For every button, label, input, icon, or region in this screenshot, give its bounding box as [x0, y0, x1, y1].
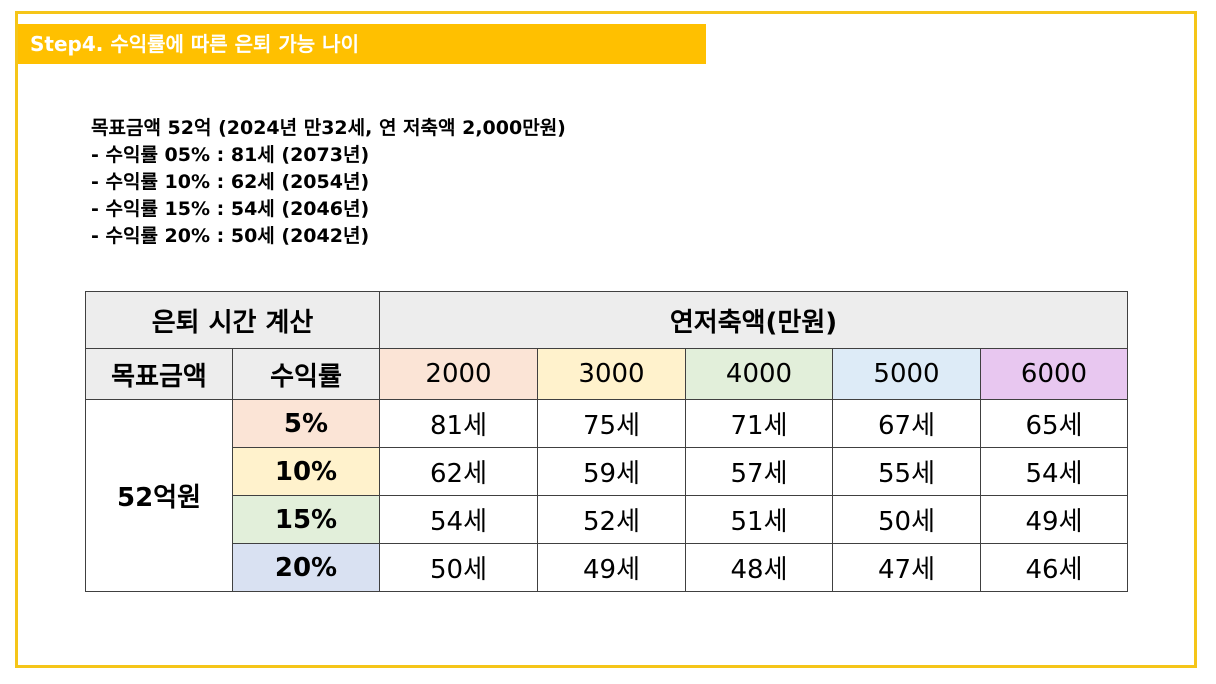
savings-col-5000: 5000: [832, 348, 981, 400]
table-title: 은퇴 시간 계산: [85, 291, 380, 349]
retirement-table: 은퇴 시간 계산 연저축액(만원) 목표금액 수익률 2000 3000 400…: [85, 291, 1129, 592]
age-cell: 81세: [379, 399, 538, 448]
age-cell: 48세: [685, 543, 833, 592]
summary-target-line: 목표금액 52억 (2024년 만32세, 연 저축액 2,000만원): [91, 117, 566, 139]
table-row: 10% 62세 59세 57세 55세 54세: [86, 447, 1129, 496]
summary-rate-5-line: - 수익률 05% : 81세 (2073년): [91, 144, 370, 166]
rate-cell: 10%: [232, 447, 380, 496]
age-cell: 49세: [537, 543, 686, 592]
age-cell: 51세: [685, 495, 833, 544]
rate-cell: 20%: [232, 543, 380, 592]
age-cell: 57세: [685, 447, 833, 496]
savings-header: 연저축액(만원): [378, 291, 1129, 349]
target-label: 목표금액: [85, 348, 233, 400]
age-cell: 65세: [979, 399, 1129, 448]
age-cell: 46세: [979, 543, 1129, 592]
savings-col-6000: 6000: [979, 348, 1129, 400]
age-cell: 55세: [832, 447, 981, 496]
table-row: 52억원 5% 81세 75세 71세 67세 65세: [85, 399, 1129, 592]
rate-cell: 15%: [232, 495, 380, 544]
table-header-row: 목표금액 수익률 2000 3000 4000 5000 6000: [85, 348, 1129, 400]
table-title-row: 은퇴 시간 계산 연저축액(만원): [85, 291, 1129, 349]
target-value: 52억원: [85, 399, 233, 592]
age-cell: 49세: [979, 495, 1129, 544]
table-row: 20% 50세 49세 48세 47세 46세: [86, 543, 1129, 592]
rate-cell: 5%: [232, 399, 380, 448]
age-cell: 54세: [379, 495, 538, 544]
summary-rate-15-line: - 수익률 15% : 54세 (2046년): [91, 198, 370, 220]
age-cell: 67세: [832, 399, 981, 448]
age-cell: 50세: [832, 495, 981, 544]
summary-block: 목표금액 52억 (2024년 만32세, 연 저축액 2,000만원) - 수…: [91, 115, 566, 250]
age-cell: 71세: [685, 399, 833, 448]
summary-rate-20-line: - 수익률 20% : 50세 (2042년): [91, 225, 370, 247]
age-cell: 54세: [979, 447, 1129, 496]
age-cell: 62세: [379, 447, 538, 496]
savings-col-3000: 3000: [537, 348, 686, 400]
age-cell: 47세: [832, 543, 981, 592]
age-cell: 59세: [537, 447, 686, 496]
savings-col-2000: 2000: [379, 348, 538, 400]
age-cell: 52세: [537, 495, 686, 544]
table-row: 15% 54세 52세 51세 50세 49세: [86, 495, 1129, 544]
step-banner: Step4. 수익률에 따른 은퇴 가능 나이: [18, 24, 706, 64]
slide-frame: [15, 11, 1197, 668]
savings-col-4000: 4000: [685, 348, 833, 400]
summary-rate-10-line: - 수익률 10% : 62세 (2054년): [91, 171, 370, 193]
rate-label: 수익률: [232, 348, 380, 400]
age-cell: 75세: [537, 399, 686, 448]
age-cell: 50세: [379, 543, 538, 592]
